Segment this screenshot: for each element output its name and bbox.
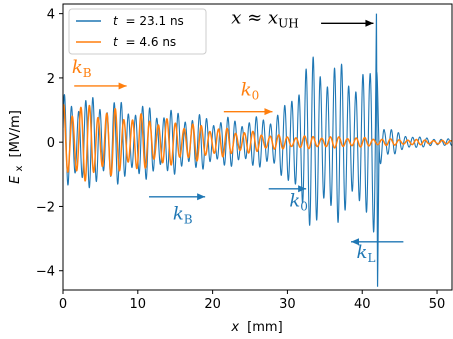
annotation-arrowhead: [264, 108, 273, 116]
annotation-label: kB: [173, 203, 193, 226]
annotation-label: kB: [72, 57, 92, 80]
annotation-label: k0: [289, 190, 308, 213]
y-tick-label: 4: [47, 8, 55, 23]
x-tick-label: 50: [429, 297, 446, 312]
annotation-arrowhead: [351, 238, 360, 246]
legend-label-series-1: t = 23.1 ns: [113, 14, 184, 28]
x-axis-label: x [mm]: [230, 320, 282, 335]
annotation-label: x ≈ xUH: [231, 7, 298, 30]
x-tick-label: 40: [354, 297, 371, 312]
annotation-arrowhead: [197, 193, 206, 201]
legend: t = 23.1 ns t = 4.6 ns: [68, 8, 207, 55]
series-line-1: [63, 56, 452, 233]
plot-frame: [62, 3, 453, 291]
x-tick-label: 30: [279, 297, 296, 312]
annotation-arrowhead: [298, 185, 307, 193]
annotation-arrowhead: [118, 82, 127, 90]
x-tick-label: 0: [59, 297, 67, 312]
annotation-arrowhead: [365, 19, 374, 27]
x-tick-label: 10: [130, 297, 147, 312]
annotation-label: kL: [357, 242, 376, 265]
x-tick-label: 20: [204, 297, 221, 312]
series-line-2: [63, 104, 452, 182]
annotation-4: k0: [268, 185, 308, 213]
annotation-5: kL: [351, 238, 404, 265]
y-tick-label: 2: [47, 72, 55, 87]
annotation-2: k0: [223, 80, 273, 116]
legend-box: [68, 8, 207, 55]
y-axis-label: E x [MV/m]: [8, 110, 26, 184]
annotation-3: kB: [149, 193, 206, 226]
annotation-1: kB: [72, 57, 127, 90]
series-peak-1: [374, 13, 380, 287]
annotation-6: x ≈ xUH: [231, 7, 374, 30]
y-tick-label: −4: [36, 265, 55, 280]
annotation-label: k0: [241, 80, 260, 103]
legend-label-series-2: t = 4.6 ns: [113, 35, 176, 49]
y-tick-label: 0: [47, 136, 55, 151]
y-tick-label: −2: [36, 200, 55, 215]
